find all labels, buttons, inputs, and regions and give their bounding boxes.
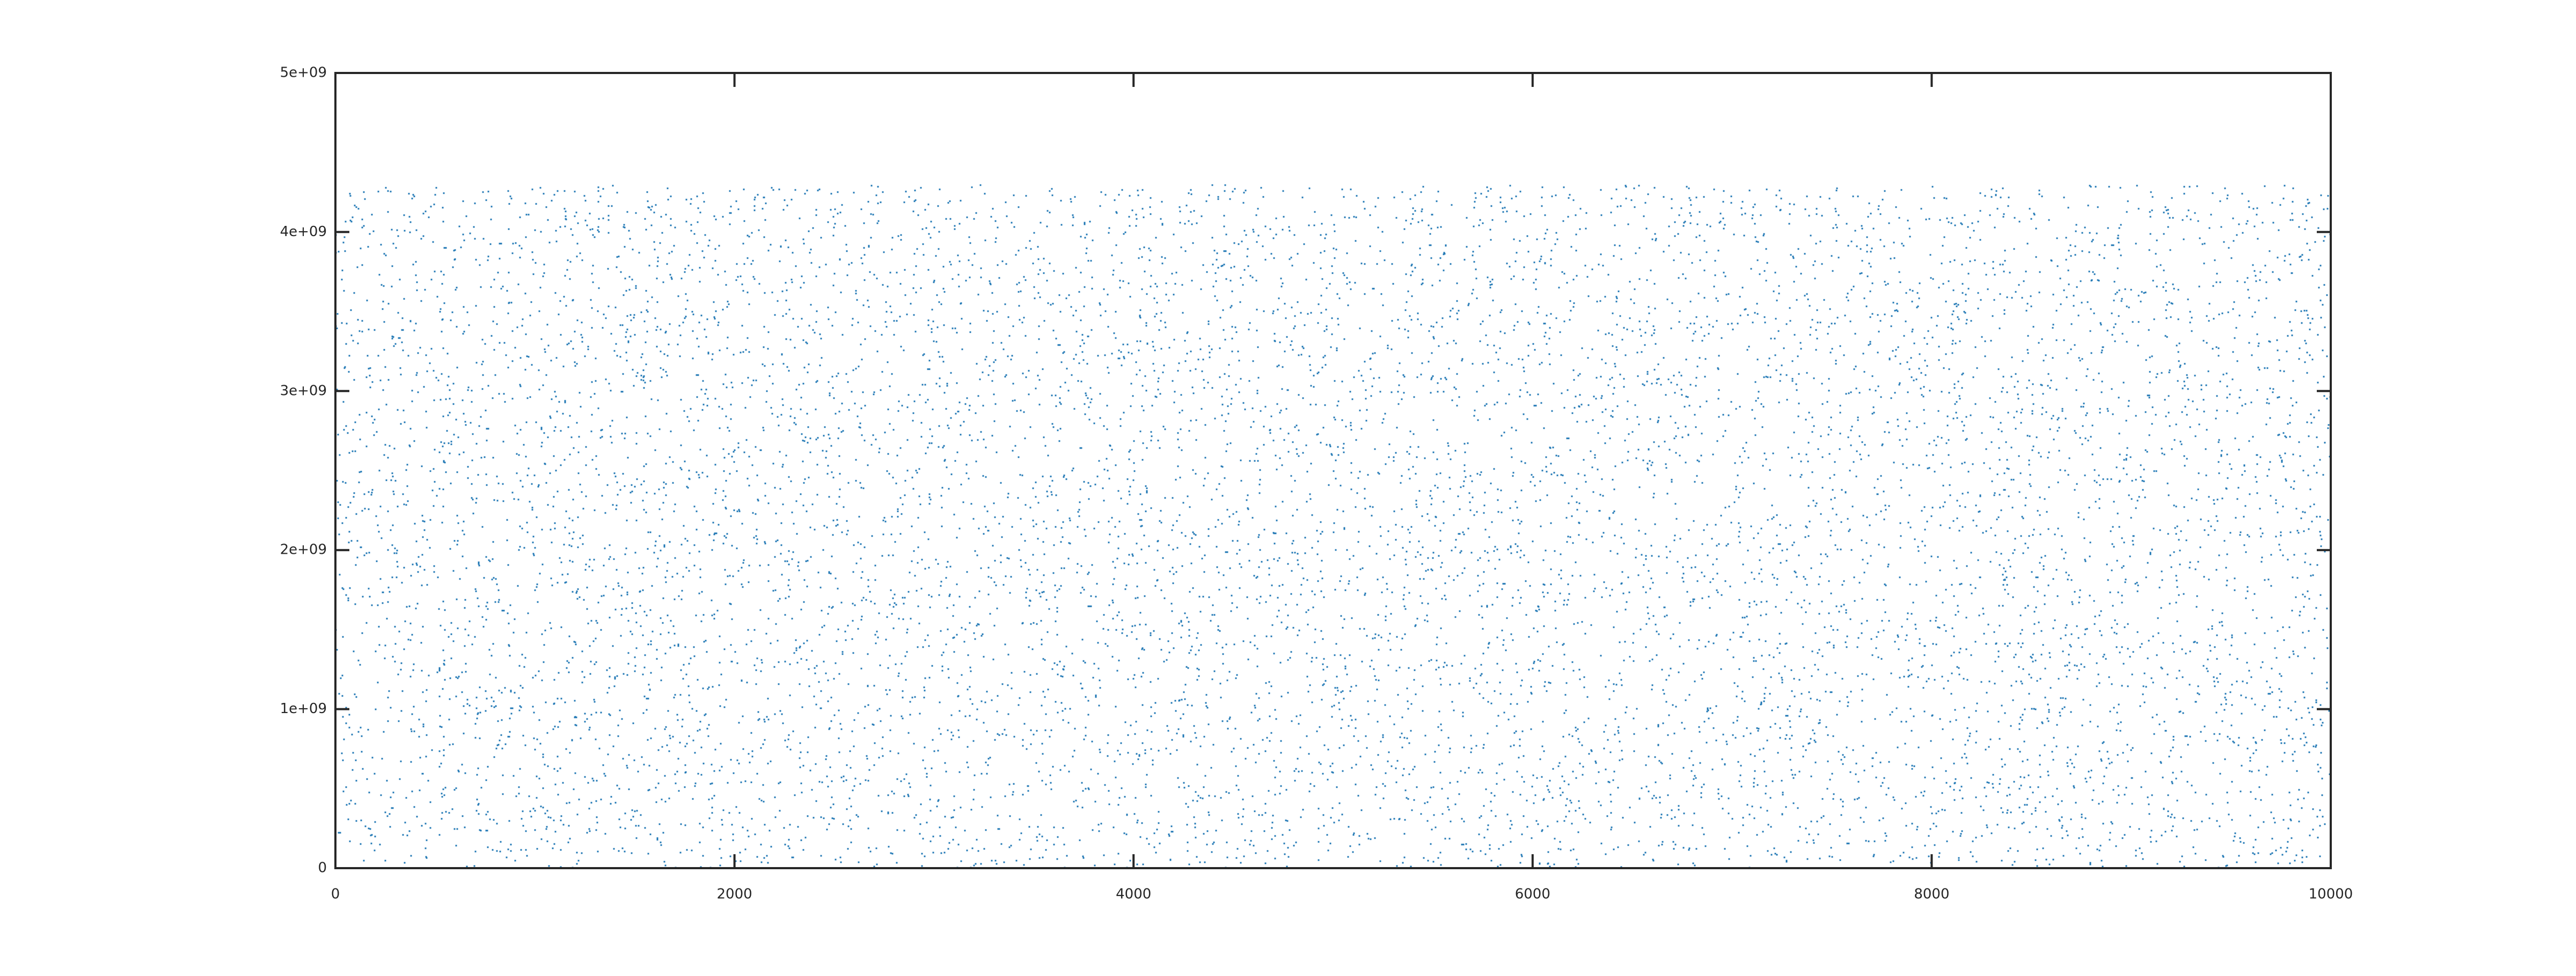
x-tick-label-10000: 10000: [2309, 886, 2353, 902]
x-tick-label-6000: 6000: [1515, 886, 1550, 902]
x-tick-label-2000: 2000: [717, 886, 752, 902]
x-tick-label-4000: 4000: [1116, 886, 1151, 902]
y-tick-label-1000000000: 1e+09: [280, 701, 327, 717]
y-tick-label-4000000000: 4e+09: [280, 224, 327, 240]
y-axis-tick-labels: 0 1e+09 2e+09 3e+09 4e+09 5e+09: [280, 65, 327, 876]
y-tick-label-5000000000: 5e+09: [280, 65, 327, 81]
x-axis-tick-labels: 0 2000 4000 6000 8000 10000: [331, 886, 2353, 902]
y-tick-label-2000000000: 2e+09: [280, 542, 327, 558]
x-tick-label-8000: 8000: [1914, 886, 1949, 902]
axes-frame: [334, 72, 2332, 869]
axis-ticks: [335, 73, 2331, 868]
x-tick-label-0: 0: [331, 886, 340, 902]
y-tick-label-0: 0: [318, 860, 327, 876]
y-tick-label-3000000000: 3e+09: [280, 383, 327, 399]
